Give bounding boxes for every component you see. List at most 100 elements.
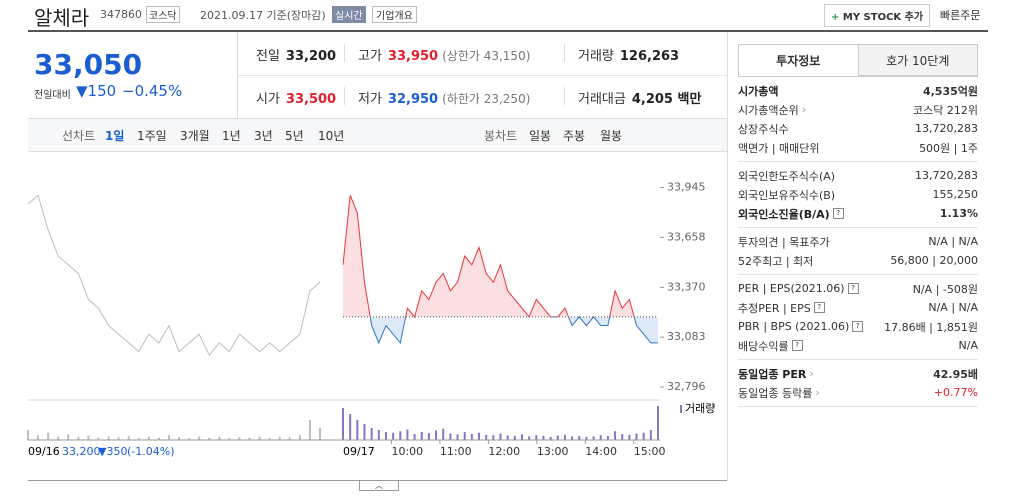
info-label: 외국인한도주식수(A) xyxy=(738,169,836,183)
info-label-wrap: 배당수익률? xyxy=(738,338,803,354)
x-tick-label: 13:00 xyxy=(537,445,569,458)
info-value: 코스닥 212위 xyxy=(913,103,978,117)
stock-name: 알체라 xyxy=(34,6,90,30)
volume-legend: 거래량 xyxy=(685,402,715,415)
arrow-icon: › xyxy=(809,367,814,380)
help-icon: ? xyxy=(791,340,803,351)
stat-value: 33,500 xyxy=(285,92,337,107)
prev-close: 33,200 xyxy=(62,445,101,458)
collapse-button[interactable]: ︿ xyxy=(359,480,399,491)
current-price: 33,050 xyxy=(34,48,143,81)
info-tab[interactable]: 투자정보 xyxy=(738,44,859,76)
info-row: 52주최고 | 최저 56,800 | 20,000 xyxy=(738,251,978,270)
stat: 거래량 126,263 xyxy=(578,45,679,64)
info-row: 상장주식수 13,720,283 xyxy=(738,119,978,138)
x-tick-label: 12:00 xyxy=(488,445,520,458)
period-tab[interactable]: 10년 xyxy=(318,129,345,143)
candle-tab[interactable]: 주봉 xyxy=(563,129,586,143)
candle-tab[interactable]: 일봉 xyxy=(529,129,552,143)
market-tag: 코스닥 xyxy=(146,6,180,23)
mystock-text: MY STOCK 추가 xyxy=(842,12,924,23)
stat: 고가 33,950 (상한가 43,150) xyxy=(358,45,530,64)
period-tab[interactable]: 1일 xyxy=(105,129,125,143)
period-tab[interactable]: 3개월 xyxy=(180,129,210,143)
info-label: 시가총액순위 xyxy=(738,103,799,117)
info-value: 500원 | 1주 xyxy=(919,141,978,155)
info-label: 액면가 | 매매단위 xyxy=(738,141,820,155)
info-value: 13,720,283 xyxy=(915,122,978,135)
info-value: N/A | N/A xyxy=(928,235,978,248)
info-label-wrap: 동일업종 등락률 › xyxy=(738,385,820,401)
change-rate: −0.45% xyxy=(122,82,183,100)
info-row: 시가총액 4,535억원 xyxy=(738,81,978,100)
info-row: 외국인보유주식수(B) 155,250 xyxy=(738,185,978,204)
info-row: 배당수익률? N/A xyxy=(738,336,978,355)
info-label: 투자의견 | 목표주가 xyxy=(738,235,830,249)
mystock-button[interactable]: + MY STOCK 추가 xyxy=(824,4,931,27)
y-tick-label: 32,796 xyxy=(667,380,706,393)
stat: 시가 33,500 xyxy=(256,88,336,107)
chart: 33,945 33,658 33,370 33,083 32,796 10:00 11:00… xyxy=(27,181,715,458)
stat-note: (하한가 23,250) xyxy=(442,92,531,106)
info-group: 투자의견 | 목표주가 N/A | N/A 52주최고 | 최저 56,800 | 2… xyxy=(738,228,978,275)
info-label: 상장주식수 xyxy=(738,122,789,136)
info-row: PBR | BPS (2021.06)? 17.86배 | 1,851원 xyxy=(738,317,978,336)
stat-value: 33,200 xyxy=(285,49,337,64)
stat-value: 4,205 백만 xyxy=(631,92,702,107)
info-value: 13,720,283 xyxy=(915,169,978,182)
divider xyxy=(28,30,988,32)
info-value: 155,250 xyxy=(932,188,979,201)
period-tab[interactable]: 1년 xyxy=(222,129,241,143)
info-value: 56,800 | 20,000 xyxy=(890,254,978,267)
info-label-wrap: 추정PER | EPS? xyxy=(738,300,825,316)
info-label: 외국인소진율(B/A) xyxy=(738,207,830,221)
y-tick-label: 33,945 xyxy=(667,181,706,194)
info-tab[interactable]: 호가 10단계 xyxy=(858,44,978,76)
stat: 저가 32,950 (하한가 23,250) xyxy=(358,88,530,107)
company-button[interactable]: 기업개요 xyxy=(372,6,417,23)
line-up xyxy=(342,195,635,317)
x-tick-label: 15:00 xyxy=(634,445,666,458)
info-label-wrap: 동일업종 PER › xyxy=(738,366,814,382)
help-icon: ? xyxy=(847,283,859,294)
y-tick-label: 33,658 xyxy=(667,230,706,243)
quick-order[interactable]: 빠른주문 xyxy=(940,9,981,22)
stats: 전일 33,200 고가 33,950 (상한가 43,150) 거래량 126,263 시가… xyxy=(237,32,728,118)
info-row: 투자의견 | 목표주가 N/A | N/A xyxy=(738,232,978,251)
period-tab[interactable]: 1주일 xyxy=(137,129,167,143)
info-tabs: 투자정보 호가 10단계 xyxy=(738,44,978,77)
area-up xyxy=(343,195,658,317)
period-tab[interactable]: 3년 xyxy=(254,129,273,143)
info-panel: 투자정보 호가 10단계 시가총액 4,535억원 시가총액순위 › 코스닥 212위 상장주… xyxy=(738,44,978,407)
info-label-wrap: 상장주식수 xyxy=(738,121,789,137)
change: ▼150 xyxy=(76,82,117,100)
date: 2021.09.17 기준(장마감) xyxy=(200,9,326,22)
info-row: 동일업종 PER › 42.95배 xyxy=(738,364,978,383)
info-label: PER | EPS(2021.06) xyxy=(738,282,845,295)
info-label-wrap: PER | EPS(2021.06)? xyxy=(738,282,859,295)
stat-label: 전일 xyxy=(256,49,280,64)
info-row: 추정PER | EPS? N/A | N/A xyxy=(738,298,978,317)
arrow-icon: › xyxy=(801,103,807,116)
info-value: N/A | N/A xyxy=(928,301,978,314)
tab-label: 선차트 xyxy=(62,129,96,143)
help-icon: ? xyxy=(813,302,825,313)
realtime-badge[interactable]: 실시간 xyxy=(332,6,366,23)
info-row: 시가총액순위 › 코스닥 212위 xyxy=(738,100,978,119)
info-group: 외국인한도주식수(A) 13,720,283 외국인보유주식수(B) 155,250 외… xyxy=(738,162,978,228)
prev-date: 09/16 xyxy=(28,445,60,458)
stat-label: 시가 xyxy=(256,92,280,107)
tab-bar xyxy=(28,118,727,152)
info-label: 52주최고 | 최저 xyxy=(738,254,814,268)
info-value: 17.86배 | 1,851원 xyxy=(884,320,978,334)
candle-tab[interactable]: 월봉 xyxy=(600,129,623,143)
info-value: 42.95배 xyxy=(933,367,978,381)
info-row: 외국인소진율(B/A)? 1.13% xyxy=(738,204,978,223)
info-label-wrap: PBR | BPS (2021.06)? xyxy=(738,320,864,333)
info-label-wrap: 시가총액순위 › xyxy=(738,102,806,118)
today-date: 09/17 xyxy=(343,445,375,458)
info-value: +0.77% xyxy=(933,386,978,399)
info-label-wrap: 액면가 | 매매단위 xyxy=(738,140,820,156)
period-tab[interactable]: 5년 xyxy=(285,129,304,143)
